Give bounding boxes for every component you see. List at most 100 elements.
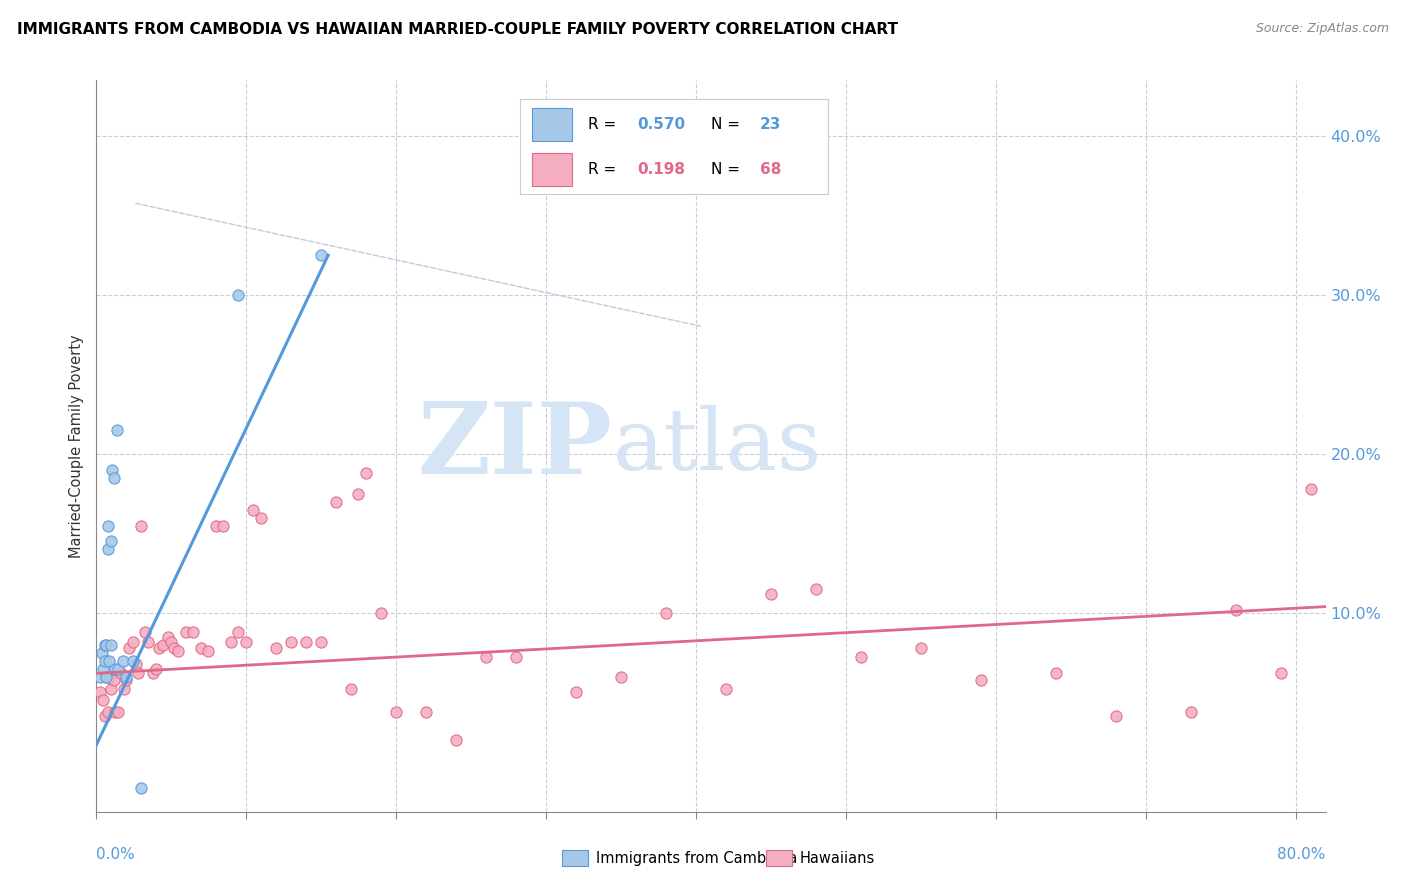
- Point: [167, 644, 190, 658]
- Point: [1270, 666, 1292, 681]
- Point: [156, 630, 179, 644]
- Point: [1180, 705, 1202, 719]
- Point: [564, 685, 586, 699]
- Point: [101, 463, 124, 477]
- Text: 0.570: 0.570: [637, 117, 685, 132]
- Point: [370, 606, 392, 620]
- Point: [107, 705, 129, 719]
- Point: [415, 705, 437, 719]
- Point: [159, 634, 181, 648]
- Point: [100, 638, 122, 652]
- Point: [212, 518, 235, 533]
- Point: [505, 650, 527, 665]
- Point: [129, 780, 152, 795]
- Point: [100, 682, 122, 697]
- Bar: [533, 153, 572, 186]
- Point: [114, 669, 136, 683]
- Point: [103, 673, 125, 687]
- Point: [97, 518, 120, 533]
- Point: [162, 640, 184, 655]
- Point: [114, 673, 136, 687]
- Point: [93, 654, 115, 668]
- Point: [97, 705, 120, 719]
- Point: [94, 669, 117, 683]
- Point: [714, 682, 737, 697]
- Point: [142, 666, 165, 681]
- Point: [1105, 709, 1128, 723]
- Text: R =: R =: [588, 162, 626, 177]
- Y-axis label: Married-Couple Family Poverty: Married-Couple Family Poverty: [69, 334, 84, 558]
- Point: [117, 640, 139, 655]
- Point: [849, 650, 872, 665]
- Point: [242, 502, 264, 516]
- Point: [100, 534, 122, 549]
- Point: [89, 685, 111, 699]
- Text: 0.0%: 0.0%: [96, 847, 135, 863]
- Text: ZIP: ZIP: [418, 398, 613, 494]
- Point: [654, 606, 676, 620]
- Point: [1299, 482, 1322, 496]
- Point: [90, 646, 112, 660]
- Point: [235, 634, 257, 648]
- Point: [910, 640, 932, 655]
- Point: [91, 662, 114, 676]
- Point: [97, 542, 120, 557]
- Point: [134, 625, 156, 640]
- Text: N =: N =: [710, 162, 745, 177]
- Point: [226, 625, 249, 640]
- Point: [264, 640, 287, 655]
- Point: [204, 518, 226, 533]
- Point: [197, 644, 219, 658]
- Point: [110, 666, 132, 681]
- Point: [249, 510, 271, 524]
- Point: [174, 625, 197, 640]
- Text: Hawaiians: Hawaiians: [800, 851, 876, 865]
- Point: [339, 682, 361, 697]
- Point: [111, 654, 134, 668]
- Point: [136, 634, 159, 648]
- Point: [89, 669, 111, 683]
- Point: [125, 657, 148, 671]
- Point: [148, 640, 170, 655]
- Text: atlas: atlas: [613, 404, 821, 488]
- Text: 68: 68: [759, 162, 782, 177]
- Point: [970, 673, 993, 687]
- Point: [107, 662, 129, 676]
- Point: [98, 669, 121, 683]
- Point: [759, 587, 782, 601]
- Point: [93, 709, 115, 723]
- Point: [354, 466, 377, 480]
- Point: [309, 248, 332, 262]
- Point: [309, 634, 332, 648]
- Point: [122, 654, 145, 668]
- Point: [91, 693, 114, 707]
- Point: [105, 423, 128, 437]
- Bar: [533, 108, 572, 141]
- Point: [112, 682, 135, 697]
- Text: 0.198: 0.198: [637, 162, 685, 177]
- Point: [103, 471, 125, 485]
- Point: [122, 634, 145, 648]
- Point: [129, 518, 152, 533]
- Text: 80.0%: 80.0%: [1278, 847, 1326, 863]
- Point: [127, 666, 149, 681]
- Point: [104, 662, 127, 676]
- Point: [1045, 666, 1067, 681]
- Point: [474, 650, 496, 665]
- Point: [804, 582, 827, 596]
- Point: [145, 662, 167, 676]
- Point: [280, 634, 302, 648]
- Point: [347, 486, 370, 500]
- Point: [93, 638, 115, 652]
- Text: N =: N =: [710, 117, 745, 132]
- Point: [190, 640, 212, 655]
- Text: Immigrants from Cambodia: Immigrants from Cambodia: [596, 851, 797, 865]
- Point: [609, 669, 631, 683]
- Text: IMMIGRANTS FROM CAMBODIA VS HAWAIIAN MARRIED-COUPLE FAMILY POVERTY CORRELATION C: IMMIGRANTS FROM CAMBODIA VS HAWAIIAN MAR…: [17, 22, 898, 37]
- Text: 23: 23: [759, 117, 782, 132]
- Text: R =: R =: [588, 117, 621, 132]
- Point: [94, 638, 117, 652]
- Point: [294, 634, 316, 648]
- Point: [219, 634, 242, 648]
- Point: [226, 288, 249, 302]
